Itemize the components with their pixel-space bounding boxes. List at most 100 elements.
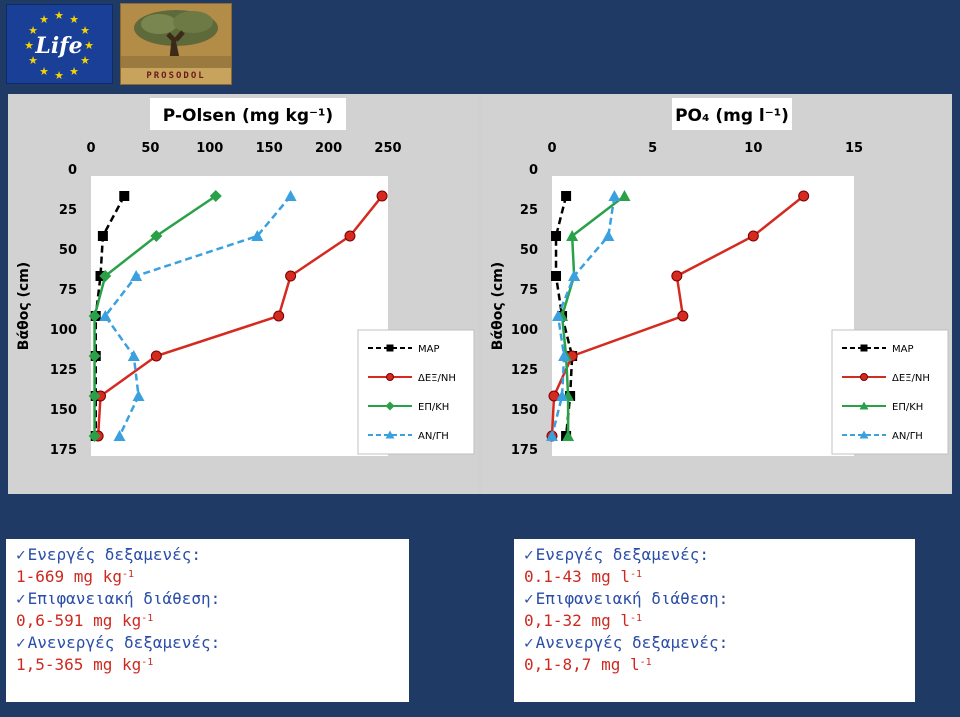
data-point (551, 271, 562, 281)
unit-exponent: -1 (629, 569, 643, 580)
data-point (747, 230, 759, 242)
data-point (88, 350, 101, 362)
legend-label: ΔΕΞ/ΝΗ (418, 373, 456, 384)
bullet-value: 0.1-43 mg l-1 (524, 566, 905, 588)
data-point (558, 350, 571, 361)
data-point (130, 270, 143, 281)
legend-label: MAP (418, 344, 440, 355)
y-axis-label: Βάθος (cm) (16, 262, 32, 350)
chart-title: PO₄ (mg l⁻¹) (675, 106, 789, 126)
eu-star-icon: ★ (69, 65, 79, 78)
eu-star-icon: ★ (54, 69, 64, 82)
data-point (127, 350, 140, 361)
chart-title-box (672, 98, 792, 130)
data-point (618, 190, 631, 201)
y-tick-label: 0 (529, 163, 538, 178)
y-tick-label: 125 (50, 363, 77, 378)
data-point (552, 310, 565, 321)
y-axis-label: Βάθος (cm) (490, 262, 506, 350)
legend-marker (859, 430, 869, 439)
legend-label: ΑΝ/ΓΗ (418, 431, 449, 442)
legend-marker (385, 430, 395, 439)
bullet-text: 1,5-365 mg kg (16, 655, 142, 674)
data-point (150, 350, 162, 362)
x-tick-label: 15 (845, 141, 863, 156)
data-point (273, 310, 285, 322)
y-tick-label: 175 (50, 443, 77, 458)
eu-star-icon: ★ (80, 24, 90, 37)
y-tick-label: 75 (59, 283, 77, 298)
data-point (546, 430, 558, 441)
eu-life-logo: Life ★ ★ ★ ★ ★ ★ ★ ★ ★ ★ ★ ★ (6, 4, 113, 84)
eu-star-icon: ★ (69, 13, 79, 26)
plot-area (552, 176, 854, 456)
checkmark-icon: ✓ (524, 589, 534, 608)
bullet-value: 0,6-591 mg kg-1 (16, 610, 399, 632)
data-point (677, 310, 689, 322)
data-point (798, 190, 810, 202)
prosodol-logo-text: PROSODOL (146, 71, 206, 81)
bullet-text: 0,1-32 mg l (524, 611, 630, 630)
data-point (132, 390, 145, 401)
data-point (602, 230, 615, 241)
y-tick-label: 0 (68, 163, 77, 178)
legend-marker (386, 373, 394, 381)
y-tick-label: 50 (59, 243, 77, 258)
legend-label: ΕΠ/ΚΗ (892, 402, 923, 413)
eu-star-icon: ★ (39, 65, 49, 78)
bullet-text: Ενεργές δεξαμενές: (27, 545, 202, 564)
unit-exponent: -1 (141, 657, 154, 668)
legend-label: ΔΕΞ/ΝΗ (892, 373, 930, 384)
data-point (284, 190, 297, 201)
y-tick-label: 150 (511, 403, 538, 418)
bullet-value: 1-669 mg kg-1 (16, 566, 399, 588)
data-point (97, 231, 108, 241)
eu-star-icon: ★ (54, 9, 64, 22)
data-point (150, 230, 163, 242)
plot-area (91, 176, 388, 456)
bullet-text: Επιφανειακή διάθεση: (535, 589, 729, 608)
x-tick-label: 5 (648, 141, 657, 156)
bullet-text: 1-669 mg kg (16, 567, 122, 586)
data-point (566, 230, 579, 241)
eu-stars-icon: Life ★★★★★★★★★ ★ ★★ (24, 9, 94, 82)
bullet-heading: ✓ Επιφανειακή διάθεση: (16, 588, 399, 610)
header-bar: Life ★ ★ ★ ★ ★ ★ ★ ★ ★ ★ ★ ★ PROSODOL (0, 0, 960, 90)
legend: MAP ΔΕΞ/ΝΗ ΕΠ/ΚΗ ΑΝ/ΓΗ (831, 329, 949, 455)
legend-label: ΑΝ/ΓΗ (892, 431, 923, 442)
data-point (344, 230, 356, 242)
x-tick-label: 200 (315, 141, 342, 156)
legend: MAP ΔΕΞ/ΝΗ ΕΠ/ΚΗ ΑΝ/ΓΗ (357, 329, 475, 455)
p-olsen-chart: P-Olsen (mg kg⁻¹) 0 50 100 150 200 250 0 25 50 75 1… (8, 94, 478, 494)
bullet-text: 0,1-8,7 mg l (524, 655, 640, 674)
data-point (251, 230, 264, 241)
data-point (562, 430, 575, 441)
eu-star-icon: ★ (28, 24, 38, 37)
data-point (561, 191, 572, 201)
y-tick-label: 100 (511, 323, 538, 338)
legend-marker (860, 344, 868, 352)
legend-marker (860, 373, 868, 381)
x-tick-label: 100 (196, 141, 223, 156)
data-point (88, 390, 101, 402)
data-point (88, 430, 101, 442)
legend-box (357, 329, 475, 455)
bullet-text: Επιφανειακή διάθεση: (27, 589, 221, 608)
legend-label: ΕΠ/ΚΗ (418, 402, 449, 413)
bullet-text: Ανενεργές δεξαμενές: (535, 633, 729, 652)
data-point (568, 270, 581, 281)
data-point (551, 231, 562, 241)
data-point (671, 270, 683, 282)
data-point (209, 190, 222, 202)
legend-marker (385, 401, 395, 411)
x-tick-label: 150 (256, 141, 283, 156)
bullet-text: 0,6-591 mg kg (16, 611, 142, 630)
y-tick-label: 175 (511, 443, 538, 458)
checkmark-icon: ✓ (16, 545, 26, 564)
x-tick-label: 0 (86, 141, 95, 156)
series-ΕΠ/ΚΗ (88, 190, 222, 442)
bullet-heading: ✓ Ενεργές δεξαμενές: (16, 544, 399, 566)
prosodol-logo: PROSODOL (120, 3, 232, 85)
legend-label: MAP (892, 344, 914, 355)
